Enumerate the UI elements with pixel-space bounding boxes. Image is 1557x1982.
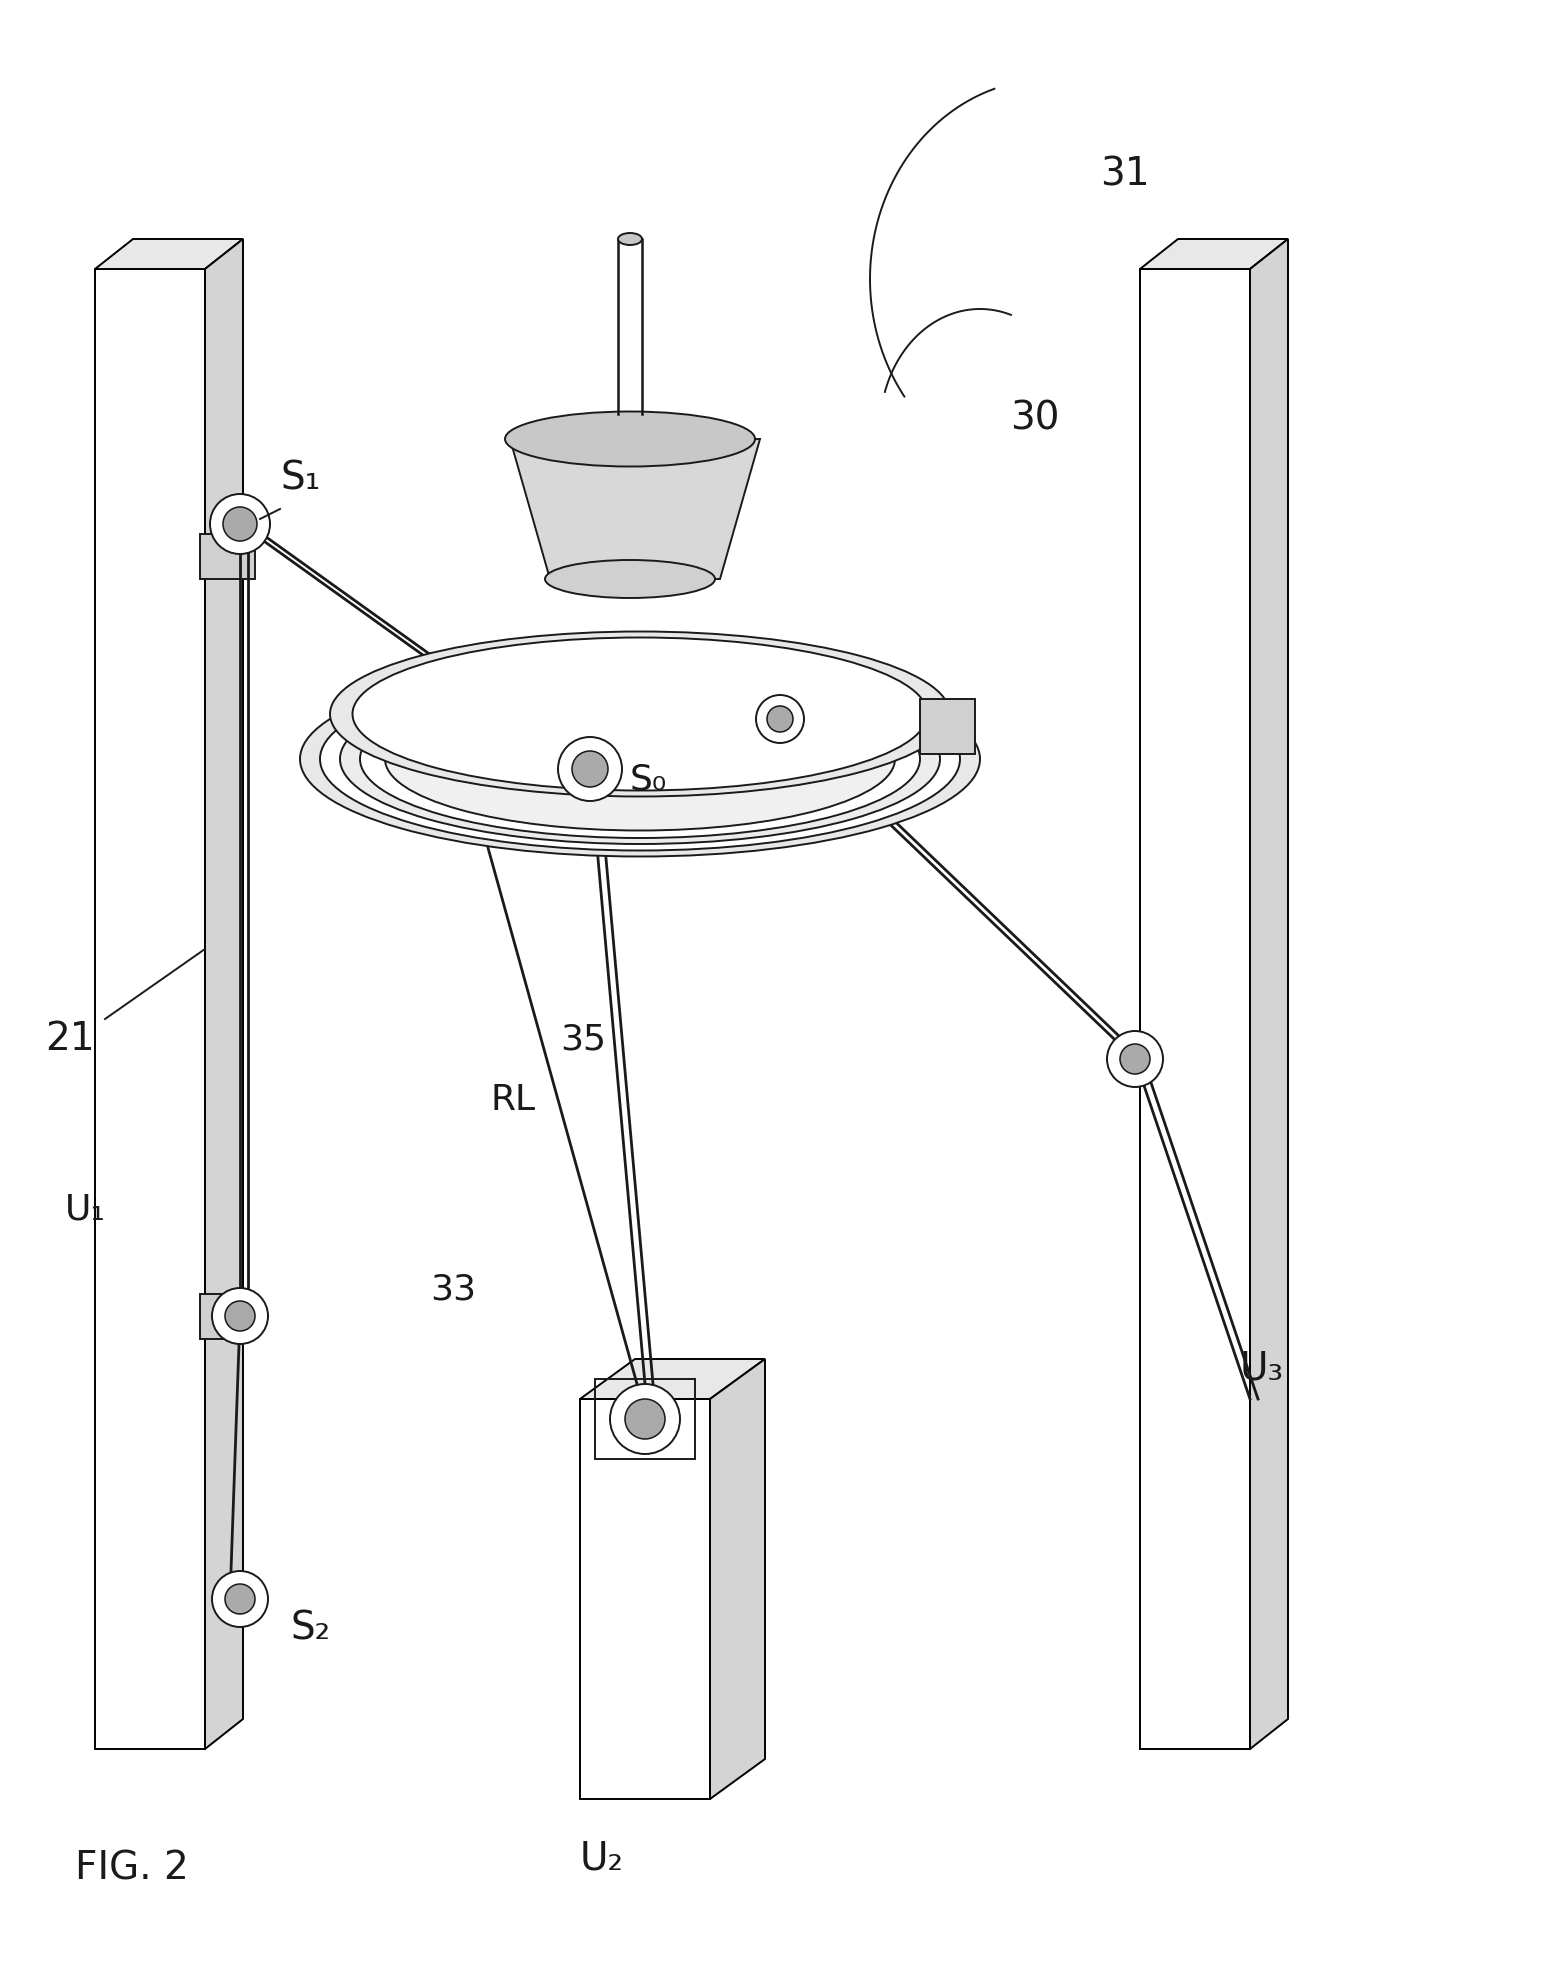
Circle shape: [223, 507, 257, 541]
Circle shape: [1107, 1031, 1163, 1088]
Ellipse shape: [330, 632, 950, 797]
Circle shape: [212, 1572, 268, 1627]
Ellipse shape: [360, 680, 920, 838]
Circle shape: [1119, 1045, 1151, 1074]
Polygon shape: [581, 1399, 710, 1800]
Text: U₁: U₁: [65, 1193, 106, 1227]
Polygon shape: [581, 1360, 764, 1399]
Text: 31: 31: [1099, 155, 1149, 192]
Circle shape: [571, 751, 607, 787]
Polygon shape: [95, 270, 206, 1750]
Circle shape: [210, 496, 269, 555]
Polygon shape: [1250, 240, 1288, 1750]
Ellipse shape: [321, 668, 961, 850]
Text: S₀: S₀: [631, 763, 668, 797]
Polygon shape: [95, 240, 243, 270]
Ellipse shape: [301, 662, 979, 856]
Circle shape: [624, 1399, 665, 1439]
Polygon shape: [710, 1360, 764, 1800]
Ellipse shape: [352, 638, 928, 791]
Polygon shape: [1140, 270, 1250, 1750]
Text: FIG. 2: FIG. 2: [75, 1849, 188, 1887]
Text: RL: RL: [490, 1082, 536, 1116]
Polygon shape: [199, 1294, 255, 1340]
Circle shape: [226, 1584, 255, 1613]
Circle shape: [212, 1288, 268, 1344]
Polygon shape: [511, 440, 760, 579]
Ellipse shape: [504, 412, 755, 468]
Ellipse shape: [339, 674, 940, 844]
Text: 30: 30: [1010, 400, 1059, 438]
Text: 21: 21: [45, 1019, 95, 1058]
Ellipse shape: [618, 234, 641, 246]
Circle shape: [757, 696, 803, 743]
Circle shape: [610, 1383, 680, 1455]
Text: U₂: U₂: [581, 1839, 624, 1877]
Ellipse shape: [545, 561, 715, 599]
Ellipse shape: [385, 688, 895, 830]
Text: S₁: S₁: [280, 460, 321, 497]
Text: S₂: S₂: [290, 1609, 330, 1647]
Polygon shape: [199, 535, 255, 579]
Polygon shape: [1140, 240, 1288, 270]
Circle shape: [557, 737, 621, 801]
Text: U₃: U₃: [1239, 1350, 1285, 1387]
Text: 35: 35: [561, 1023, 606, 1056]
Circle shape: [226, 1302, 255, 1332]
Polygon shape: [206, 240, 243, 1750]
Text: 33: 33: [430, 1272, 476, 1306]
Circle shape: [768, 708, 793, 733]
Polygon shape: [920, 700, 975, 755]
